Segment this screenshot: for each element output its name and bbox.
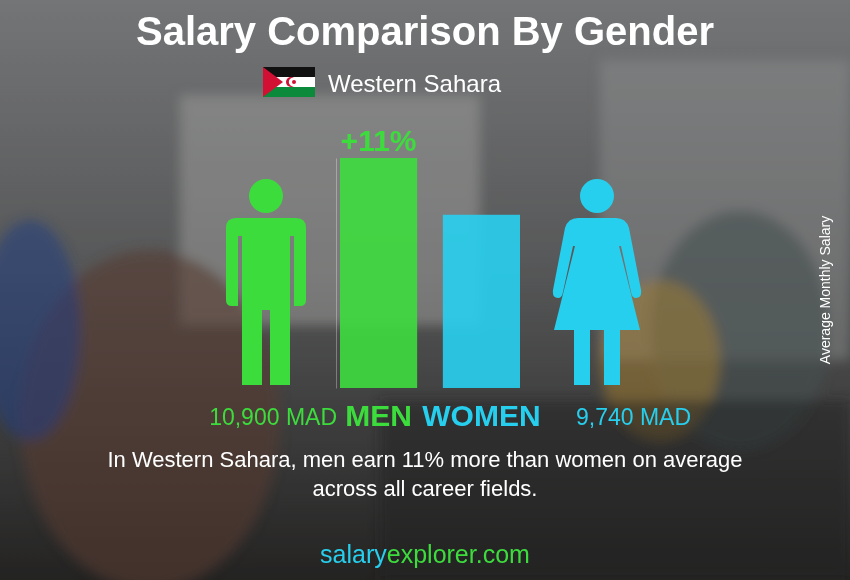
icon-body [553, 218, 641, 385]
x-tick: MEN [345, 399, 412, 432]
flag-triangle [263, 67, 283, 97]
y-axis-title: Average Monthly Salary [817, 216, 833, 364]
source-part: salary [320, 540, 387, 568]
annotation: +11% [341, 124, 417, 157]
flag-star [292, 80, 296, 84]
subtitle: Western Sahara [328, 70, 502, 97]
chart-svg: Salary Comparison By Gender Western Sahar… [0, 0, 850, 580]
x-axis: MEN WOMEN [345, 399, 540, 432]
caption: across all career fields. [313, 476, 538, 501]
icon-head [580, 179, 614, 213]
source: salaryexplorer.com [320, 540, 530, 568]
bar [340, 158, 417, 388]
woman-icon [553, 179, 641, 385]
icon-body [226, 218, 306, 385]
background-overlay [0, 0, 850, 580]
bars [340, 158, 520, 388]
y-axis [336, 159, 337, 389]
y-axis-line [336, 159, 337, 389]
x-tick-label: WOMEN [422, 399, 540, 432]
icon-head [249, 179, 283, 213]
source-part: explorer.com [387, 540, 530, 568]
man-icon [226, 179, 306, 385]
chart-container: Salary Comparison By Gender Western Sahar… [0, 0, 850, 580]
data-label: 10,900 MAD [209, 404, 337, 430]
data-label: 9,740 MAD [576, 404, 691, 430]
x-tick: WOMEN [422, 399, 540, 432]
caption: In Western Sahara, men earn 11% more tha… [107, 447, 742, 472]
flag [263, 67, 315, 97]
title: Salary Comparison By Gender [136, 9, 714, 53]
background [0, 0, 850, 580]
bar [443, 215, 520, 388]
x-tick-label: MEN [345, 399, 412, 432]
flag-crescent-cut [289, 78, 297, 86]
